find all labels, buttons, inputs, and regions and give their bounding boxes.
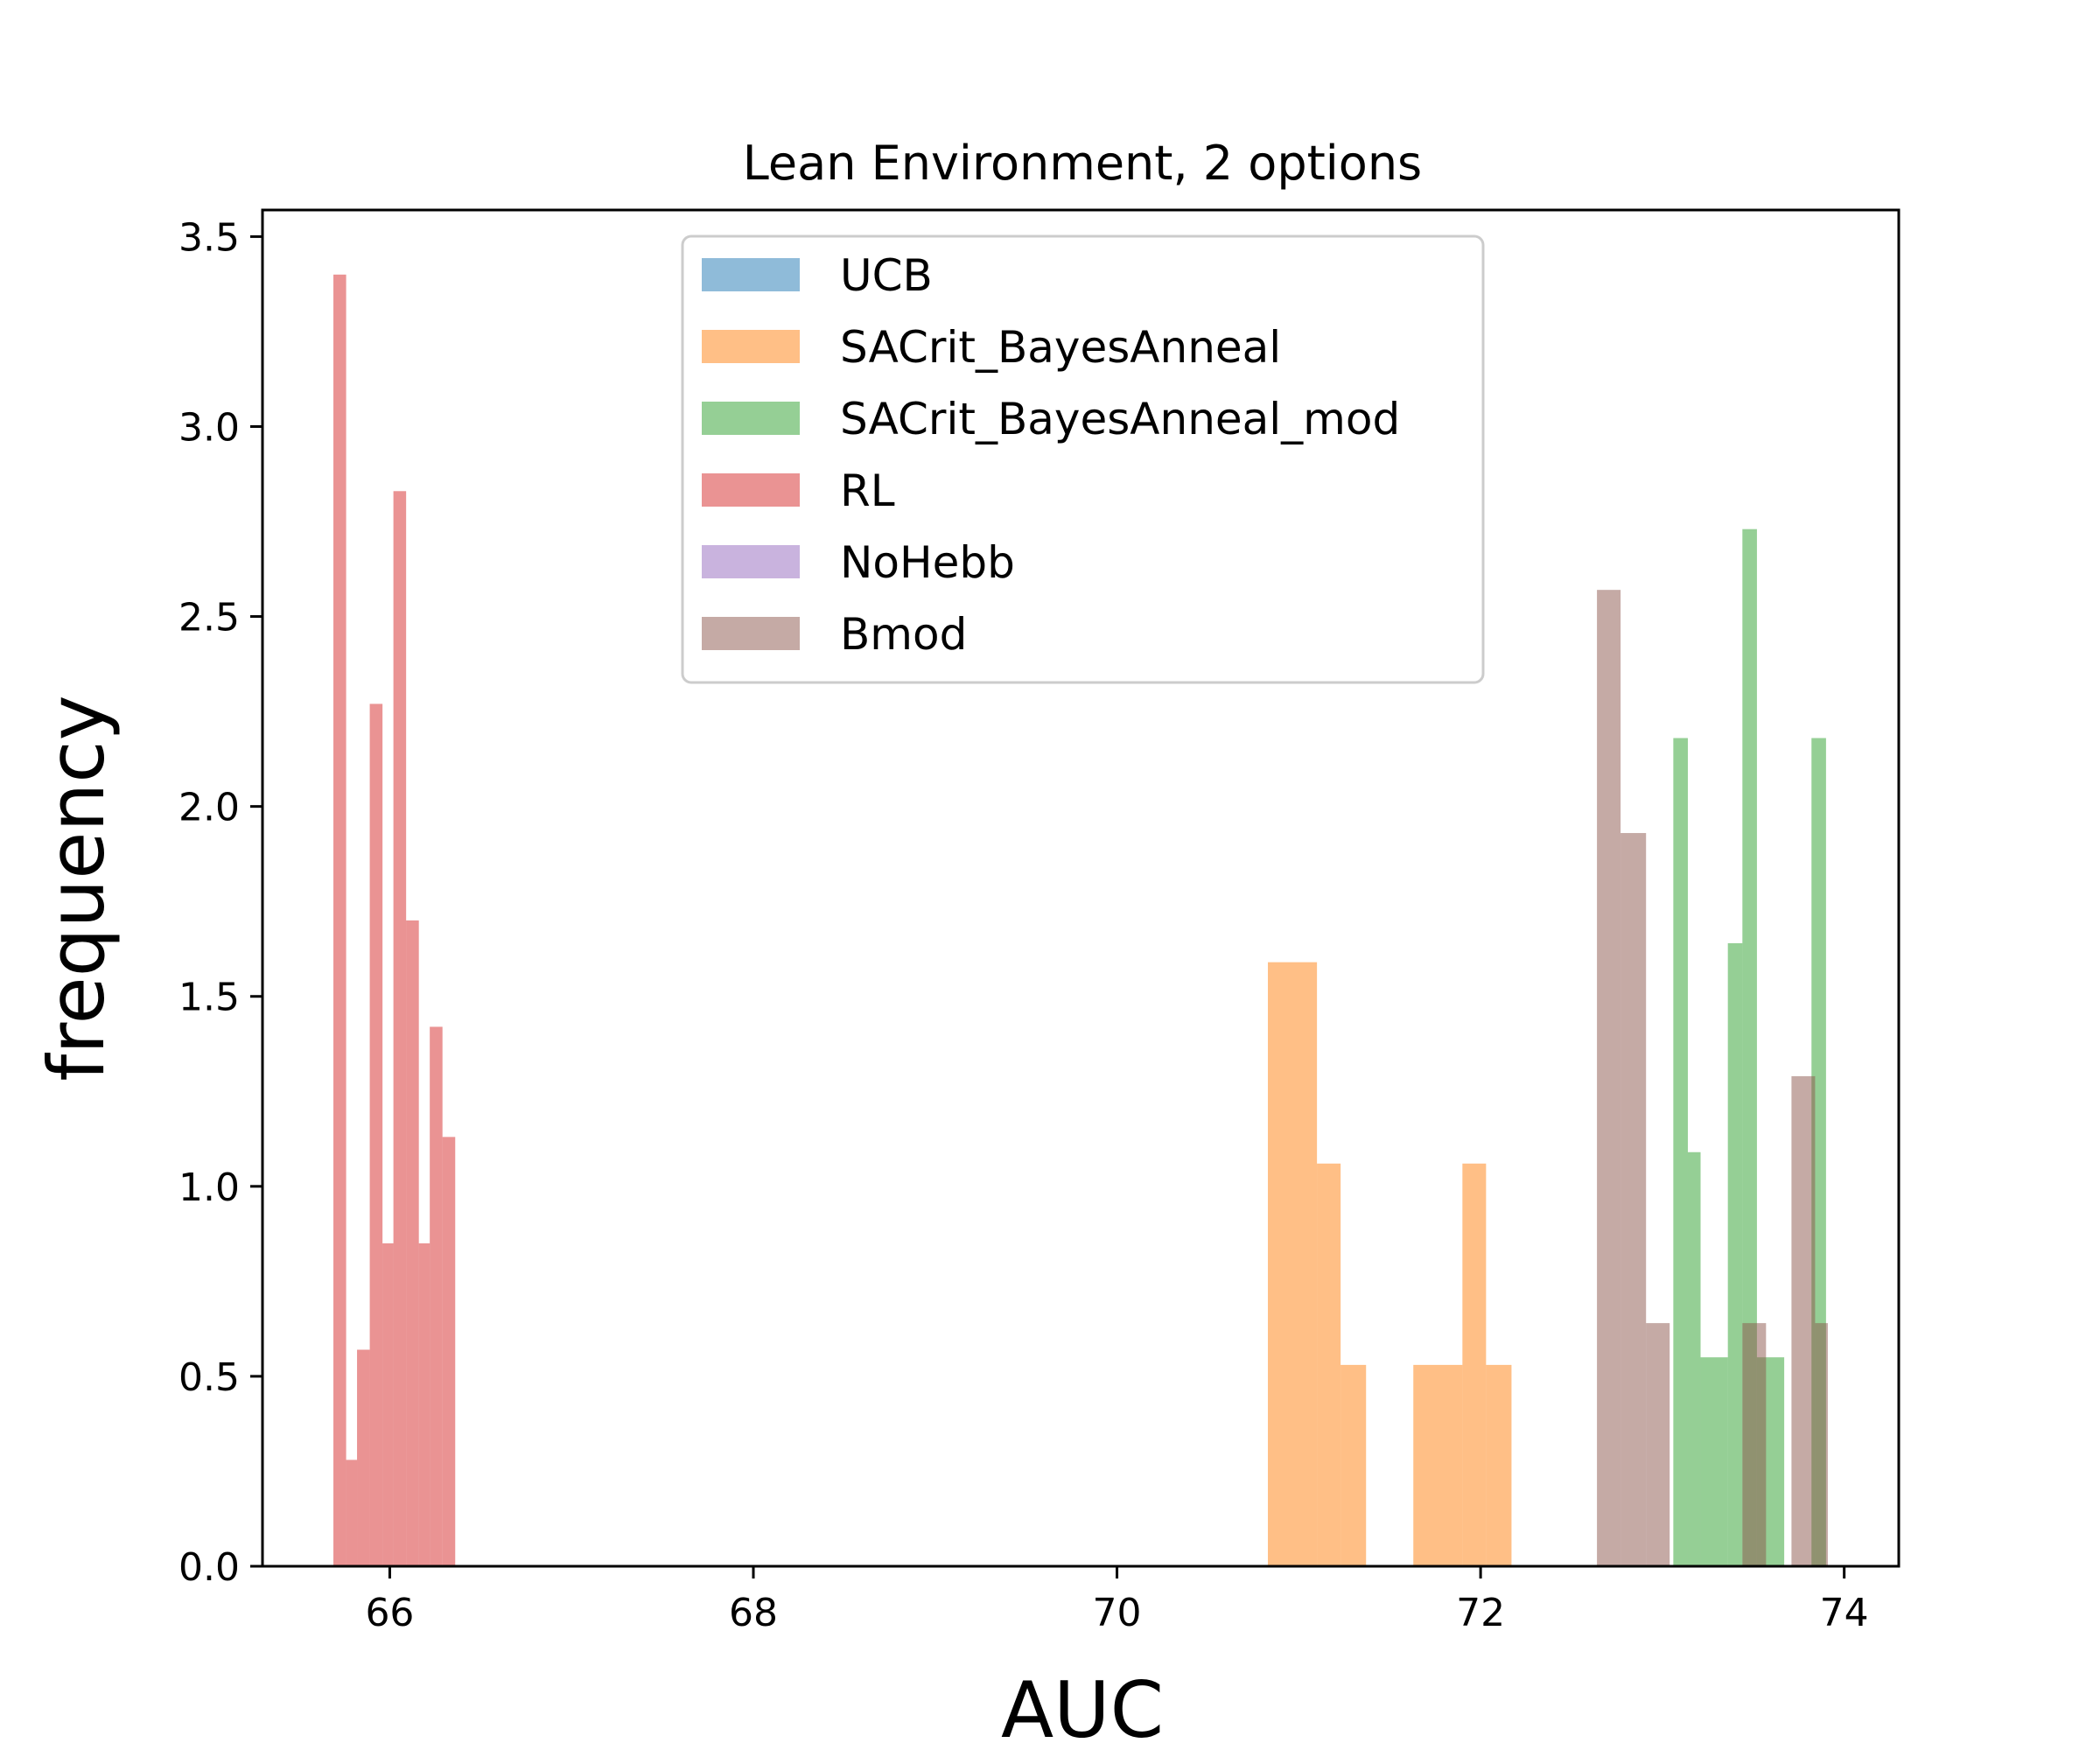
- y-tick-label: 2.0: [178, 786, 240, 830]
- legend-swatch: [702, 617, 800, 650]
- bar-rl-9: [442, 1137, 456, 1566]
- x-tick-label: 74: [1820, 1591, 1869, 1635]
- y-tick-label: 3.0: [178, 405, 240, 450]
- y-tick-label: 0.5: [178, 1355, 240, 1400]
- y-tick-label: 0.0: [178, 1545, 240, 1590]
- bar-rl-5: [393, 491, 407, 1566]
- bar-bmod-2: [1646, 1323, 1670, 1566]
- bar-sacrit-bayesanneal-5: [1486, 1364, 1512, 1566]
- legend-swatch: [702, 473, 800, 507]
- legend-swatch: [702, 330, 800, 363]
- y-axis-label: frequency: [32, 695, 122, 1081]
- bar-sacrit-bayesanneal-4: [1462, 1163, 1487, 1566]
- legend-frame: [681, 234, 1485, 684]
- bar-rl-1: [346, 1460, 358, 1566]
- legend-swatch: [702, 545, 800, 578]
- bar-rl-6: [406, 920, 419, 1566]
- chart-title: Lean Environment, 2 options: [743, 136, 1422, 191]
- y-tick-label: 2.5: [178, 596, 240, 640]
- x-tick-label: 72: [1456, 1591, 1505, 1635]
- bar-rl-0: [333, 274, 346, 1566]
- bar-rl-8: [430, 1026, 443, 1566]
- bar-sacrit-bayesanneal-mod-4: [1742, 528, 1757, 1567]
- legend-label: SACrit_BayesAnneal_mod: [840, 394, 1400, 444]
- x-axis: 66 68 70 72 74: [365, 1566, 1869, 1635]
- bar-sacrit-bayesanneal-0: [1268, 962, 1318, 1566]
- y-tick-label: 1.5: [178, 976, 240, 1020]
- plot-frame: [261, 208, 1900, 1568]
- x-tick-label: 66: [365, 1591, 414, 1635]
- bar-sacrit-bayesanneal-mod-0: [1673, 738, 1688, 1566]
- x-axis-label: AUC: [1001, 1665, 1164, 1750]
- bar-sacrit-bayesanneal-2: [1340, 1364, 1367, 1566]
- legend-swatch: [702, 258, 800, 291]
- y-tick-label: 1.0: [178, 1166, 240, 1210]
- bar-rl-2: [357, 1349, 370, 1566]
- legend-label: NoHebb: [840, 537, 1015, 588]
- y-tick-label: 3.5: [178, 215, 240, 260]
- bar-bmod-1: [1620, 833, 1647, 1566]
- legend-label: RL: [840, 466, 895, 516]
- legend-label: Bmod: [840, 609, 967, 660]
- bar-sacrit-bayesanneal-mod-3: [1727, 942, 1743, 1566]
- bar-sacrit-bayesanneal-mod-1: [1687, 1152, 1701, 1566]
- y-axis: 0.0 0.5 1.0 1.5 2.0 2.5 3.0 3.5: [178, 215, 262, 1590]
- legend-label: SACrit_BayesAnneal: [840, 322, 1281, 373]
- bar-rl-7: [418, 1242, 430, 1566]
- bar-sacrit-bayesanneal-3: [1413, 1364, 1463, 1566]
- bar-sacrit-bayesanneal-mod-2: [1700, 1357, 1728, 1566]
- bar-bmod-4: [1791, 1075, 1816, 1566]
- legend-label: UCB: [840, 250, 933, 301]
- legend-swatch: [702, 402, 800, 435]
- bar-bmod-5: [1815, 1323, 1828, 1566]
- bar-bmod-0: [1597, 590, 1621, 1567]
- histogram-bars: [333, 274, 1828, 1567]
- bar-rl-4: [382, 1242, 394, 1566]
- x-tick-label: 70: [1093, 1591, 1142, 1635]
- x-tick-label: 68: [729, 1591, 778, 1635]
- bar-bmod-3: [1742, 1323, 1767, 1566]
- bar-sacrit-bayesanneal-1: [1317, 1163, 1341, 1566]
- legend: UCB SACrit_BayesAnneal SACrit_BayesAnneal_…: [681, 234, 1485, 684]
- bar-rl-3: [369, 704, 383, 1566]
